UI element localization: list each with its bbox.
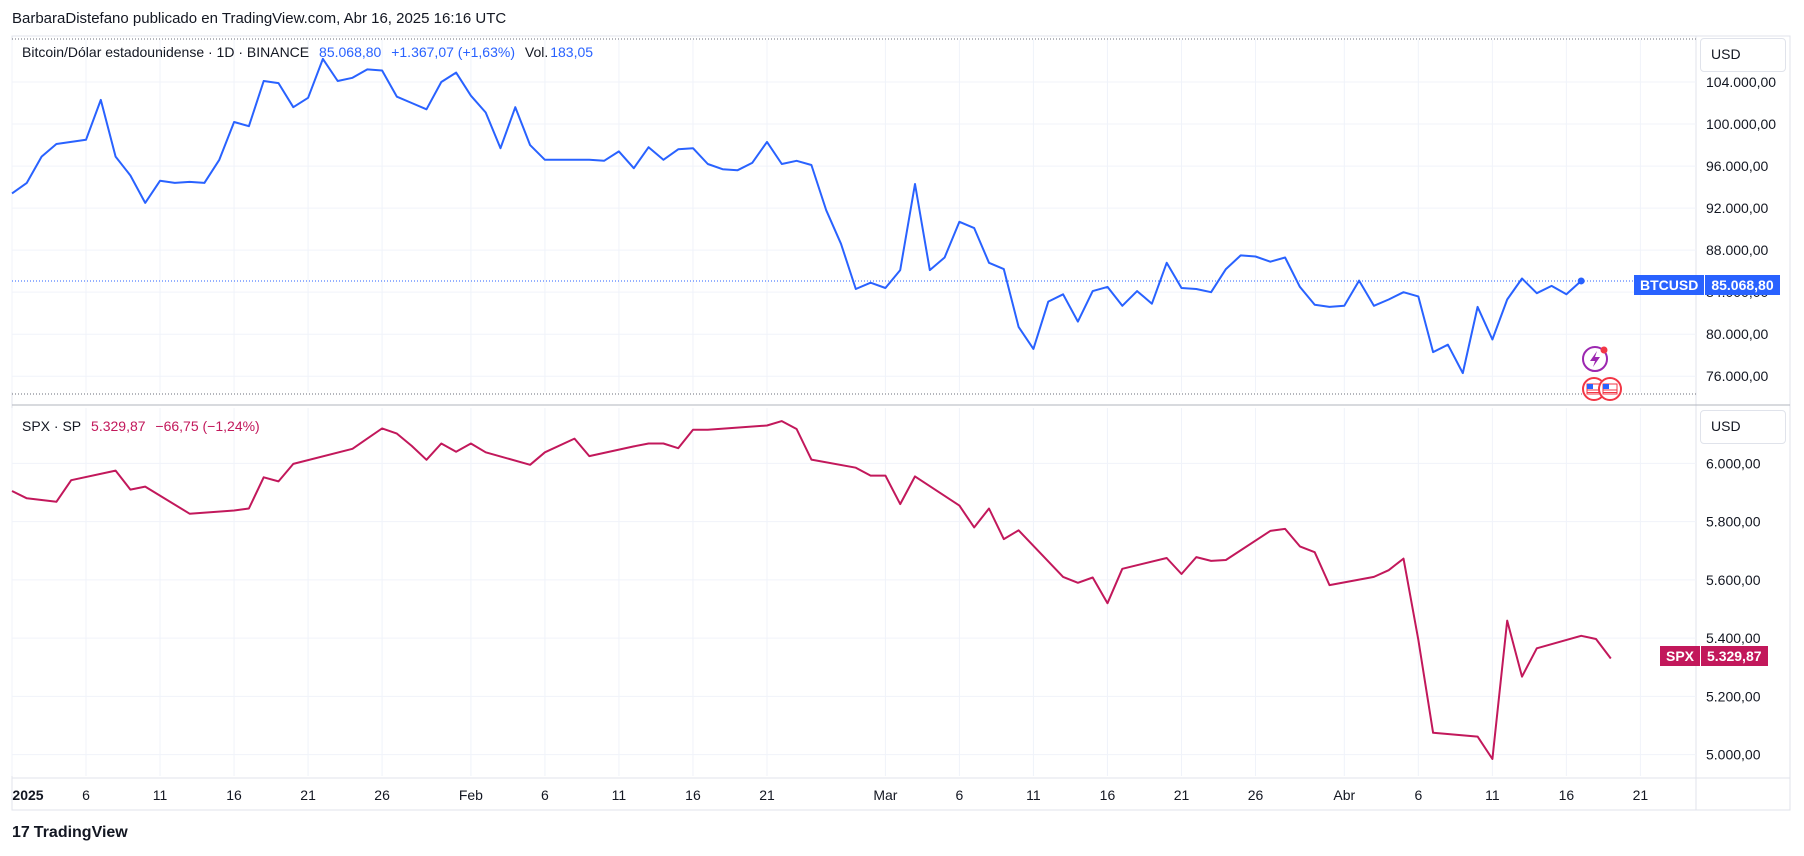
x-tick-label: 21 [1633,787,1649,803]
btc-y-tick-label: 100.000,00 [1706,116,1776,132]
x-tick-label: 11 [1026,787,1041,803]
btc-y-tick-label: 88.000,00 [1706,242,1768,258]
btc-y-tick-label: 104.000,00 [1706,74,1776,90]
btc-y-tick-label: 96.000,00 [1706,158,1768,174]
spx-y-tick-label: 5.400,00 [1706,630,1761,646]
spx-tag-separator [1700,646,1702,666]
btc-change: +1.367,07 (+1,63%) [391,44,515,60]
btc-price: 85.068,80 [319,44,382,60]
btc-price-axis[interactable]: 104.000,00 100.000,00 96.000,00 92.000,00 88… [1706,74,1776,384]
spx-y-tick-label: 5.600,00 [1706,572,1761,588]
x-tick-label: 11 [1485,787,1500,803]
x-tick-label: 16 [1559,787,1575,803]
brand-name: TradingView [33,824,128,841]
spx-tag-label: SPX [1666,648,1695,664]
time-axis[interactable]: 2025 6 11 16 21 26 Feb 6 11 16 21 Mar 6 11 16 21 26 Abr 6 1… [12,787,1648,803]
btc-y-tick-label: 92.000,00 [1706,200,1768,216]
us-flag-event-icon-2[interactable] [1598,377,1622,401]
btc-tag-separator [1704,275,1706,295]
x-tick-label: 11 [153,787,168,803]
btc-last-point [1577,277,1585,285]
btc-symbol: Bitcoin/Dólar estadounidense · 1D · BINA… [22,44,310,60]
btc-price-tag: BTCUSD 85.068,80 [1634,275,1780,295]
btc-tag-label: BTCUSD [1640,277,1699,293]
x-tick-label: 6 [1414,787,1422,803]
spx-y-tick-label: 5.000,00 [1706,747,1761,763]
x-tick-label: Mar [873,787,897,803]
lightning-event-icon[interactable] [1582,346,1608,372]
attribution-text: BarbaraDistefano publicado en TradingVie… [12,10,507,27]
x-tick-label: 16 [226,787,242,803]
x-tick-label: 11 [612,787,627,803]
currency-button-bottom[interactable]: USD [1700,410,1786,444]
spx-price: 5.329,87 [91,418,146,434]
grid-lines [11,40,1696,776]
x-tick-label: 26 [374,787,390,803]
spx-y-tick-label: 5.200,00 [1706,688,1761,704]
x-tick-label: 16 [1100,787,1116,803]
spx-tag-value: 5.329,87 [1707,648,1762,664]
btc-legend[interactable]: Bitcoin/Dólar estadounidense · 1D · BINA… [22,44,599,60]
spx-legend[interactable]: SPX · SP 5.329,87 −66,75 (−1,24%) [22,418,266,434]
spx-y-tick-label: 6.000,00 [1706,455,1761,471]
spx-y-tick-label: 5.800,00 [1706,514,1761,530]
x-tick-label: Feb [459,787,483,803]
spx-price-tag: SPX 5.329,87 [1660,646,1768,666]
spx-change: −66,75 (−1,24%) [155,418,260,434]
btc-y-tick-label: 80.000,00 [1706,326,1768,342]
spx-symbol: SPX · SP [22,418,82,434]
btc-tag-value: 85.068,80 [1711,277,1774,293]
x-tick-label: 6 [82,787,90,803]
btc-vol-value: 183,05 [550,44,594,60]
x-tick-label: 21 [759,787,775,803]
x-tick-label: 21 [300,787,316,803]
tradingview-logo-icon: 17 [12,824,30,841]
x-tick-label: 6 [541,787,549,803]
tradingview-logo[interactable]: 17 TradingView [12,824,128,842]
currency-button-top[interactable]: USD [1700,38,1786,72]
spx-price-axis[interactable]: 6.000,00 5.800,00 5.600,00 5.400,00 5.200,00… [1706,455,1761,762]
x-tick-label: 6 [956,787,964,803]
x-tick-label: 26 [1248,787,1264,803]
x-tick-label: 2025 [12,787,43,803]
btc-series-line [11,57,1582,375]
x-tick-label: 21 [1174,787,1190,803]
chart-frame [11,35,1791,811]
btc-y-tick-label: 76.000,00 [1706,368,1768,384]
x-tick-label: Abr [1333,787,1355,803]
btc-vol-label: Vol. [524,44,549,60]
x-tick-label: 16 [685,787,701,803]
spx-series-line [11,420,1612,760]
